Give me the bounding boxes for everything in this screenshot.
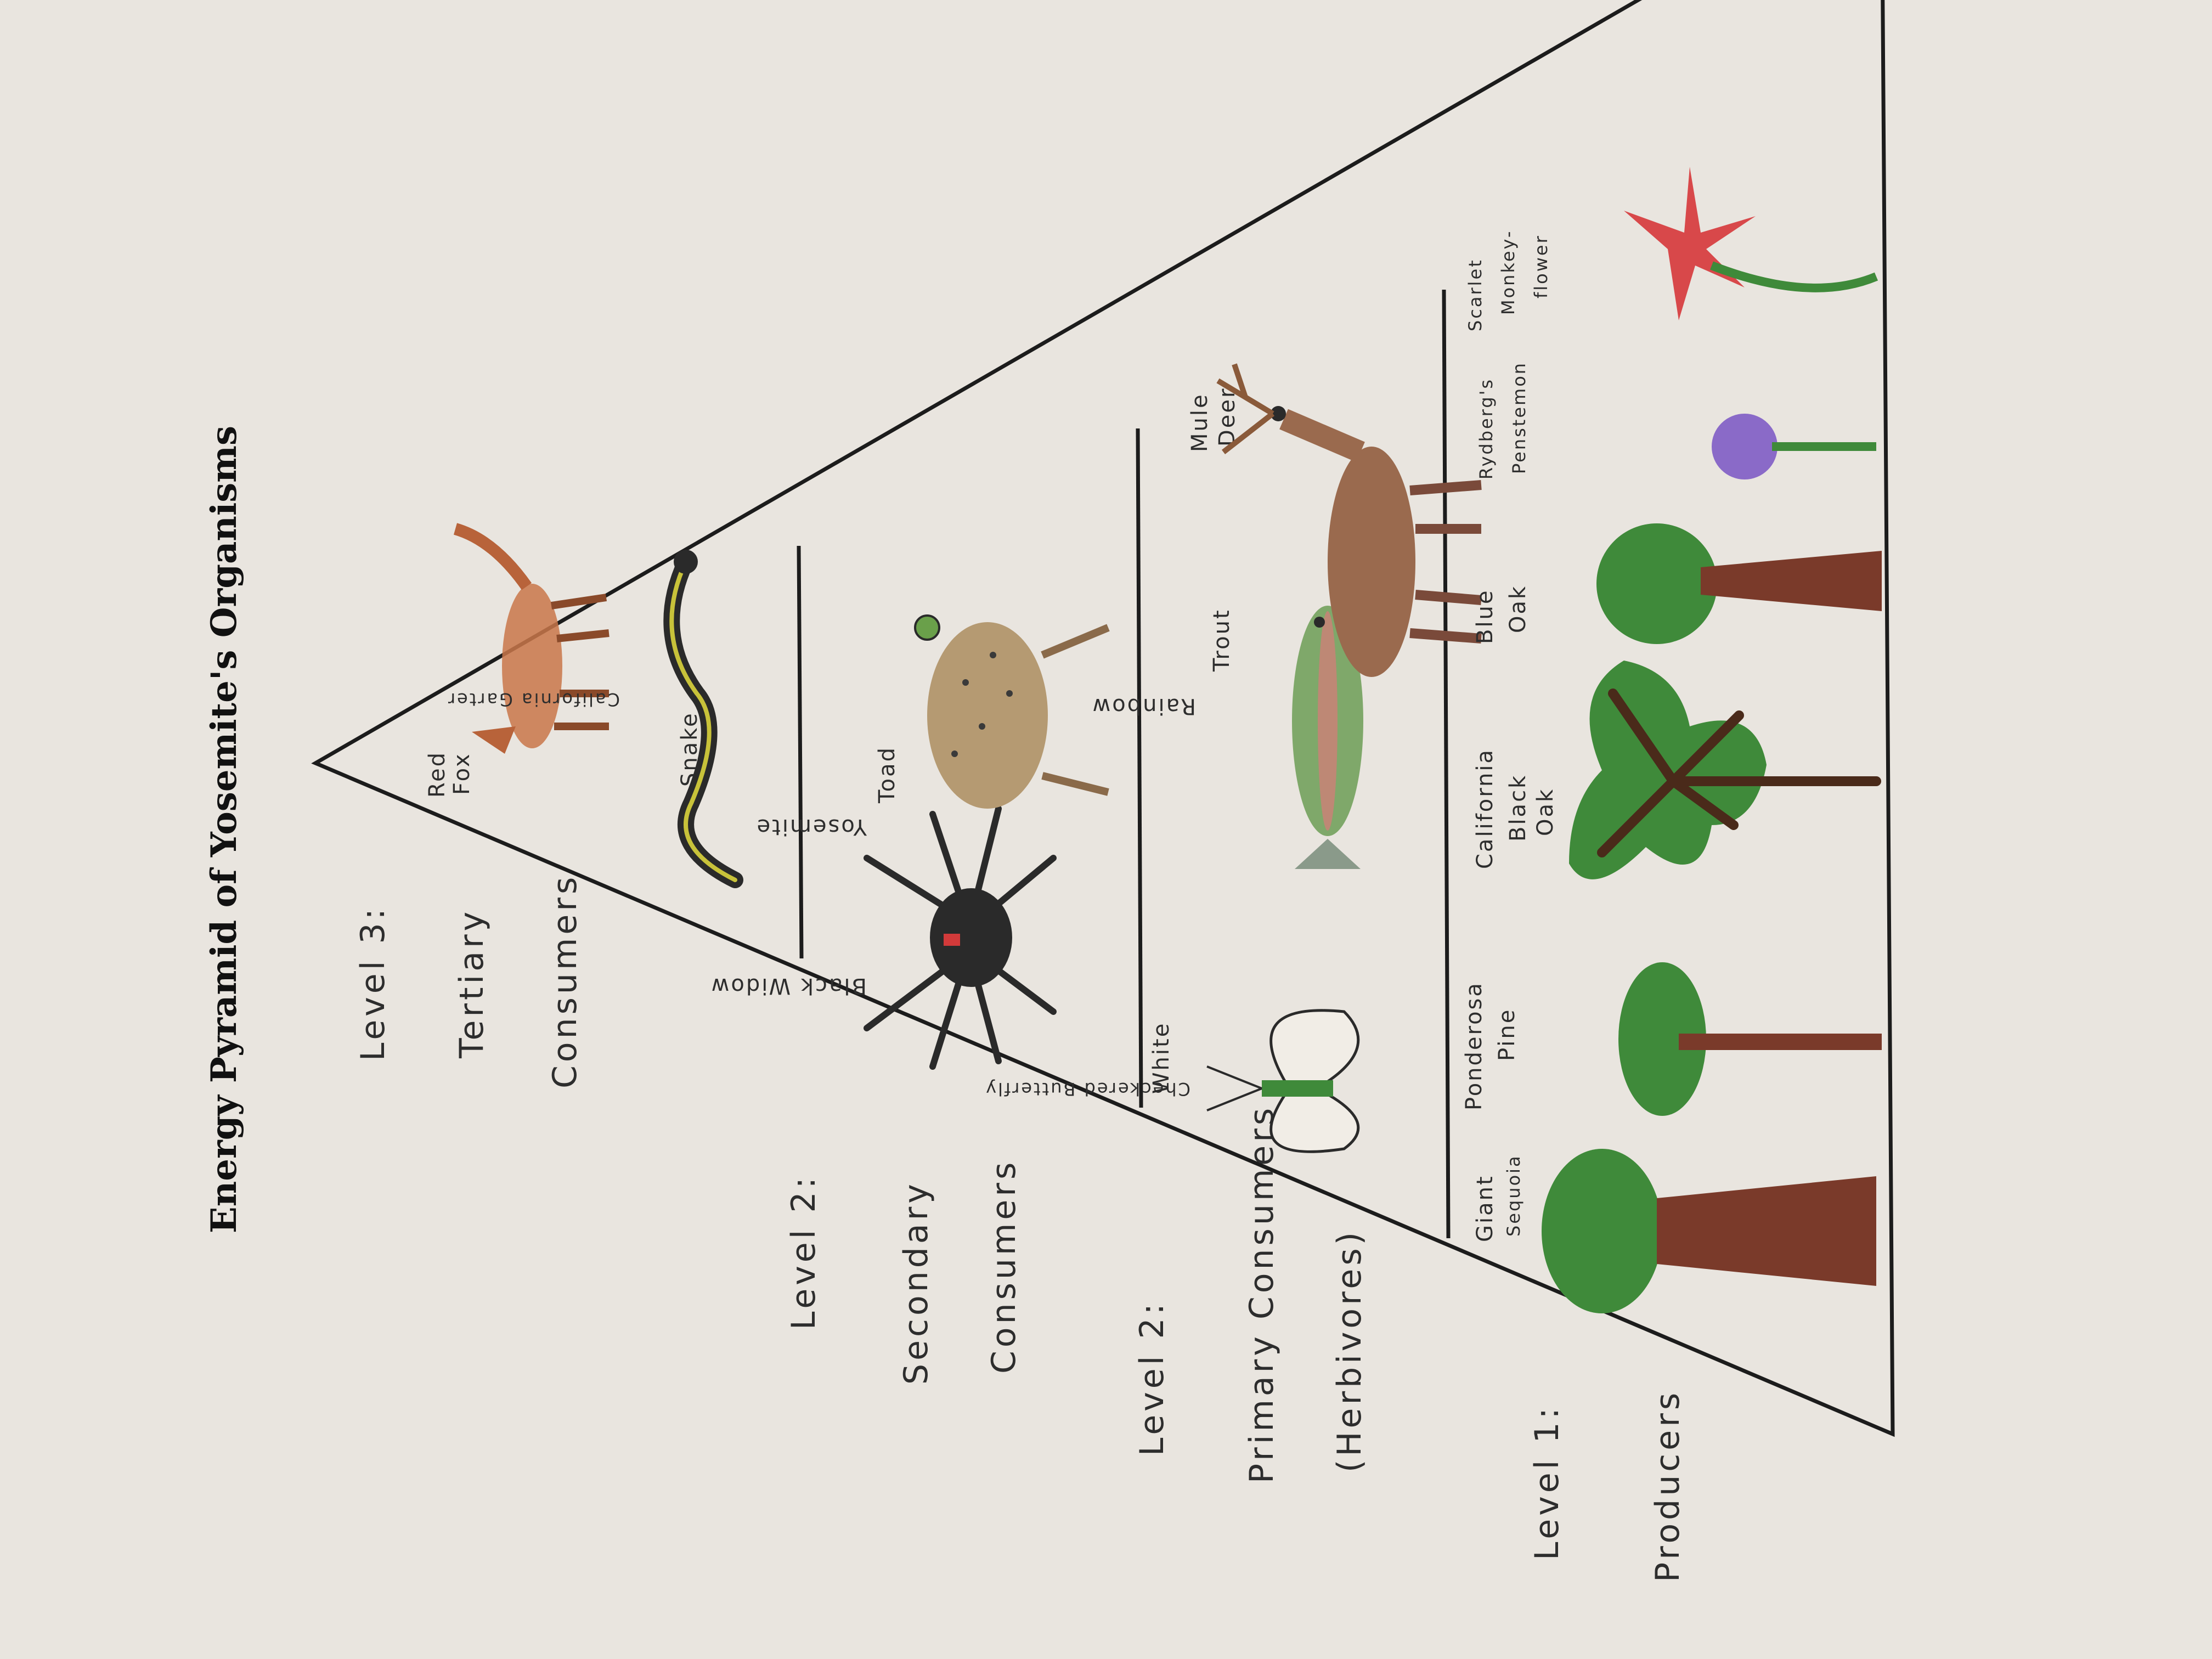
california-black-oak-drawing — [1569, 661, 1881, 879]
svg-text:Sequoia: Sequoia — [1503, 1154, 1524, 1237]
svg-text:Level 1:: Level 1: — [1528, 1404, 1566, 1560]
blue-oak-drawing — [1596, 523, 1882, 644]
svg-text:Toad: Toad — [874, 746, 900, 804]
level-label-secondary: Level 2: Secondary Consumers — [785, 1159, 1023, 1385]
garter-snake-drawing — [663, 550, 743, 888]
svg-text:Level 2:: Level 2: — [1133, 1300, 1171, 1456]
organism-california-black-oak: California Black Oak — [1472, 661, 1881, 879]
organism-mule-deer: Mule Deer — [1187, 363, 1482, 677]
giant-sequoia-drawing — [1542, 1149, 1876, 1313]
svg-text:Oak: Oak — [1505, 585, 1531, 633]
organism-rydbergs-penstemon: Rydberg's Penstemon — [1476, 362, 1876, 479]
organism-black-widow: Black Widow — [710, 805, 1057, 1070]
svg-text:Deer: Deer — [1215, 387, 1240, 447]
svg-text:Secondary: Secondary — [897, 1181, 935, 1385]
level-label-primary: Level 2: Primary Consumers (Herbivores) — [1133, 1105, 1369, 1483]
divider-secondary-primary — [1136, 428, 1143, 1108]
organism-butterfly: White Checkered Butterfly — [984, 1009, 1360, 1153]
svg-text:Black Widow: Black Widow — [710, 973, 867, 998]
svg-text:Trout: Trout — [1209, 608, 1234, 672]
organism-garter-snake: California Garter Snake — [447, 550, 743, 888]
svg-text:Oak: Oak — [1533, 788, 1558, 836]
svg-text:(Herbivores): (Herbivores) — [1330, 1229, 1369, 1472]
organism-red-fox: Red Fox — [425, 523, 610, 798]
svg-text:Level 3:: Level 3: — [354, 905, 392, 1061]
svg-text:Mule: Mule — [1187, 393, 1212, 452]
organism-ponderosa-pine: Ponderosa Pine — [1462, 962, 1882, 1116]
black-widow-drawing — [864, 805, 1057, 1070]
svg-text:Checkered Butterfly: Checkered Butterfly — [984, 1079, 1190, 1099]
level-label-producers: Level 1: Producers — [1528, 1390, 1687, 1582]
svg-text:Penstemon: Penstemon — [1509, 362, 1530, 474]
svg-text:Tertiary: Tertiary — [453, 909, 491, 1059]
svg-text:Level 2:: Level 2: — [785, 1174, 823, 1330]
svg-text:White: White — [1149, 1022, 1174, 1094]
svg-text:Yosemite: Yosemite — [755, 814, 867, 839]
rydbergs-penstemon-drawing — [1712, 414, 1876, 479]
svg-text:Pine: Pine — [1494, 1008, 1520, 1061]
scarlet-monkeyflower-drawing — [1624, 167, 1878, 320]
svg-text:Rainbow: Rainbow — [1091, 693, 1196, 719]
red-fox-drawing — [453, 523, 610, 754]
organism-giant-sequoia: Giant Sequoia — [1472, 1149, 1876, 1313]
divider-tertiary-secondary — [797, 545, 804, 959]
svg-text:Scarlet: Scarlet — [1465, 258, 1486, 331]
svg-text:California: California — [1472, 748, 1498, 869]
svg-text:Primary Consumers: Primary Consumers — [1243, 1105, 1281, 1483]
svg-text:Rydberg's: Rydberg's — [1476, 378, 1497, 479]
ponderosa-pine-drawing — [1618, 962, 1882, 1116]
mule-deer-drawing — [1216, 363, 1482, 677]
butterfly-drawing — [1206, 1009, 1360, 1153]
organism-yosemite-toad: Yosemite Toad — [755, 614, 1110, 839]
yosemite-toad-drawing — [914, 614, 1110, 809]
svg-text:flower: flower — [1531, 234, 1551, 298]
svg-text:Producers: Producers — [1649, 1390, 1687, 1582]
svg-text:California Garter: California Garter — [447, 689, 620, 710]
organism-rainbow-trout: Rainbow Trout — [1091, 606, 1363, 869]
svg-text:Consumers: Consumers — [546, 874, 584, 1088]
svg-text:Blue: Blue — [1472, 589, 1498, 644]
organism-blue-oak: Blue Oak — [1472, 523, 1882, 644]
svg-text:Ponderosa: Ponderosa — [1462, 981, 1487, 1110]
svg-text:Fox: Fox — [449, 753, 475, 795]
diagram-title: Energy Pyramid of Yosemite's Organisms — [204, 426, 245, 1233]
pyramid-outline — [311, 0, 1895, 1437]
level-label-tertiary: Level 3: Tertiary Consumers — [354, 874, 584, 1088]
svg-text:Monkey-: Monkey- — [1498, 230, 1519, 315]
divider-primary-producers — [1442, 289, 1451, 1239]
organism-scarlet-monkeyflower: Scarlet Monkey- flower — [1465, 167, 1878, 331]
svg-text:Giant: Giant — [1472, 1175, 1498, 1242]
rainbow-trout-drawing — [1292, 606, 1363, 869]
svg-text:Red: Red — [425, 751, 450, 798]
svg-text:Black: Black — [1505, 774, 1531, 842]
svg-text:Consumers: Consumers — [985, 1159, 1023, 1374]
